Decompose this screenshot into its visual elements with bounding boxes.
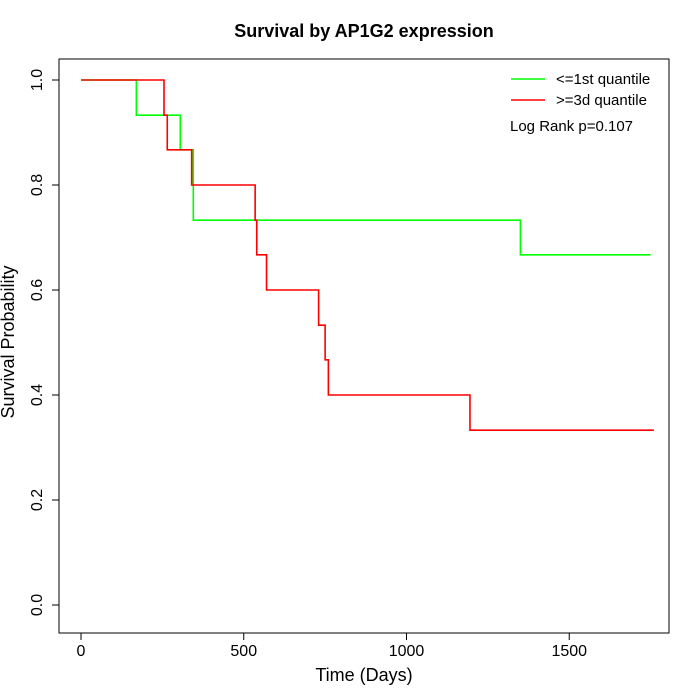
- x-tick-label: 1500: [551, 643, 587, 660]
- y-tick-label: 0.8: [29, 174, 46, 196]
- legend: <=1st quantile >=3d quantile: [511, 71, 650, 109]
- x-axis-label: Time (Days): [315, 665, 412, 685]
- x-tick-label: 1000: [389, 643, 425, 660]
- survival-curve-high-expression: [81, 79, 654, 431]
- y-tick-label: 1.0: [29, 69, 46, 91]
- legend-label: >=3d quantile: [556, 92, 647, 109]
- x-axis: 0 500 1000 1500: [77, 632, 587, 660]
- y-axis-label: Survival Probability: [0, 265, 18, 418]
- x-tick-label: 0: [77, 643, 86, 660]
- chart-title: Survival by AP1G2 expression: [234, 21, 493, 41]
- y-tick-label: 0.6: [29, 279, 46, 301]
- legend-label: <=1st quantile: [556, 71, 650, 88]
- y-tick-label: 0.4: [29, 384, 46, 406]
- x-tick-label: 500: [230, 643, 257, 660]
- log-rank-annotation: Log Rank p=0.107: [510, 118, 633, 135]
- series-lines: [81, 79, 654, 431]
- y-axis: 0.0 0.2 0.4 0.6 0.8 1.0: [29, 69, 60, 616]
- y-tick-label: 0.0: [29, 594, 46, 616]
- y-tick-label: 0.2: [29, 489, 46, 511]
